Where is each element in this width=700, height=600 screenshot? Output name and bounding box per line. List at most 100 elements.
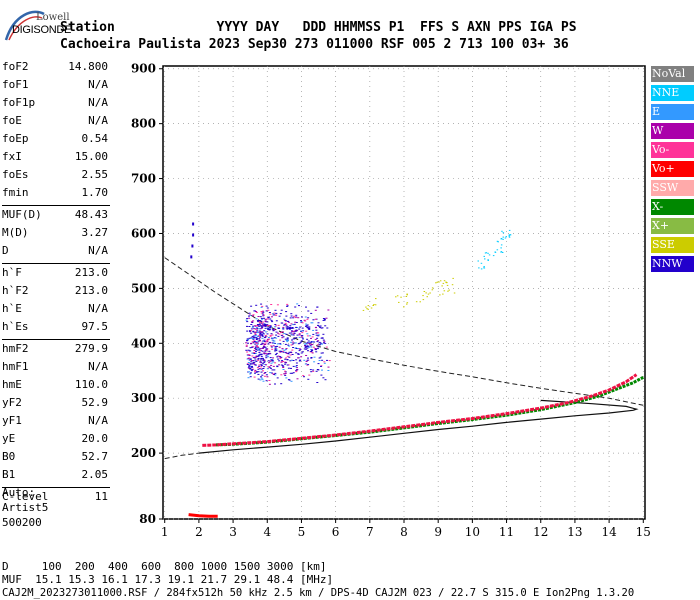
- spread-f-echo: [263, 343, 266, 345]
- spread-f-echo: [266, 339, 269, 341]
- spread-f-echo: [304, 345, 306, 346]
- sse-echo: [443, 290, 446, 292]
- spread-f-echo: [296, 334, 299, 336]
- spread-f-echo: [268, 352, 271, 354]
- spread-f-echo: [282, 328, 285, 330]
- spread-f-echo: [264, 320, 267, 322]
- sse-echo: [406, 303, 408, 305]
- spread-f-echo: [262, 359, 265, 361]
- spread-f-echo: [301, 322, 304, 324]
- spread-f-echo: [250, 343, 252, 345]
- spread-f-echo: [268, 316, 271, 318]
- sse-echo: [426, 296, 428, 298]
- spread-f-echo: [258, 331, 261, 333]
- spread-f-echo: [304, 316, 307, 318]
- spread-f-echo: [255, 311, 257, 312]
- nne-echo: [487, 259, 489, 261]
- spread-f-echo: [267, 327, 270, 329]
- spread-f-echo: [303, 319, 306, 321]
- spread-f-echo: [261, 318, 264, 320]
- spread-f-echo: [260, 358, 263, 359]
- spread-f-echo: [316, 348, 319, 350]
- spread-f-echo: [316, 306, 319, 308]
- spread-f-echo: [254, 364, 257, 366]
- spread-f-echo: [274, 383, 276, 385]
- param-row: hmF2 279.9: [2, 342, 110, 360]
- spread-f-echo: [307, 346, 310, 348]
- sse-echo: [374, 304, 377, 306]
- param-value: 14.800: [68, 60, 108, 73]
- spread-f-echo: [270, 362, 273, 364]
- spread-f-echo: [317, 346, 320, 348]
- spread-f-echo: [311, 322, 314, 324]
- spread-f-echo: [284, 349, 287, 351]
- spread-f-echo: [257, 357, 260, 359]
- spread-f-echo: [247, 367, 250, 369]
- param-value: 213.0: [74, 266, 108, 279]
- nne-echo: [502, 238, 504, 240]
- spread-f-echo: [284, 371, 287, 373]
- spread-f-echo: [278, 315, 281, 317]
- param-row: hmE 110.0: [2, 378, 110, 396]
- spread-f-echo: [264, 372, 267, 373]
- param-value: 213.0: [74, 284, 108, 297]
- spread-f-echo: [254, 335, 256, 337]
- spread-f-echo: [303, 376, 305, 378]
- spread-f-echo: [267, 318, 270, 320]
- spread-f-echo: [260, 368, 263, 370]
- spread-f-echo: [305, 361, 308, 362]
- spread-f-echo: [246, 358, 249, 360]
- spread-f-echo: [258, 364, 261, 366]
- spread-f-echo: [277, 328, 280, 329]
- x-tick-label: 2: [195, 525, 203, 539]
- spread-f-echo: [322, 318, 325, 319]
- spread-f-echo: [286, 305, 289, 307]
- spread-f-echo: [270, 333, 273, 335]
- spread-f-echo: [256, 330, 259, 332]
- sse-echo: [439, 280, 442, 282]
- param-key: h`F: [2, 266, 22, 279]
- spread-f-echo: [270, 364, 273, 366]
- param-value: 15.00: [74, 150, 108, 163]
- spread-f-echo: [288, 351, 291, 353]
- spread-f-echo: [262, 321, 265, 323]
- spread-f-echo: [305, 343, 308, 345]
- spread-f-echo: [300, 352, 303, 354]
- spread-f-echo: [260, 365, 263, 367]
- spread-f-echo: [269, 334, 272, 336]
- nne-echo: [478, 267, 480, 269]
- spread-f-echo: [256, 327, 259, 329]
- spread-f-echo: [255, 350, 257, 352]
- spread-f-echo: [248, 315, 250, 317]
- legend-item: X+: [651, 218, 694, 234]
- spread-f-echo: [258, 351, 261, 353]
- spread-f-echo: [251, 366, 254, 368]
- param-value: N/A: [88, 78, 108, 91]
- param-row: foE N/A: [2, 114, 110, 132]
- spread-f-echo: [273, 328, 276, 330]
- param-key: hmE: [2, 378, 22, 391]
- spread-f-echo: [245, 345, 248, 347]
- spread-f-echo: [250, 332, 253, 334]
- spread-f-echo: [290, 351, 292, 353]
- y-tick-label: 900: [131, 62, 156, 76]
- spread-f-echo: [305, 325, 307, 327]
- spread-f-echo: [253, 352, 256, 353]
- param-key: yE: [2, 432, 16, 445]
- spread-f-echo: [250, 321, 253, 323]
- spread-f-echo: [269, 360, 272, 362]
- spread-f-echo: [260, 327, 263, 329]
- sse-echo: [438, 281, 440, 283]
- param-row: D N/A: [2, 244, 110, 262]
- spread-f-echo: [256, 342, 259, 344]
- param-value: 110.0: [74, 378, 108, 391]
- spread-f-echo: [296, 369, 299, 371]
- spread-f-echo: [266, 307, 269, 309]
- x-tick-label: 3: [229, 525, 237, 539]
- spread-f-echo: [300, 321, 303, 323]
- spread-f-echo: [285, 357, 288, 359]
- param-key: foE: [2, 114, 22, 127]
- spread-f-echo: [286, 341, 289, 343]
- spread-f-echo: [278, 360, 281, 362]
